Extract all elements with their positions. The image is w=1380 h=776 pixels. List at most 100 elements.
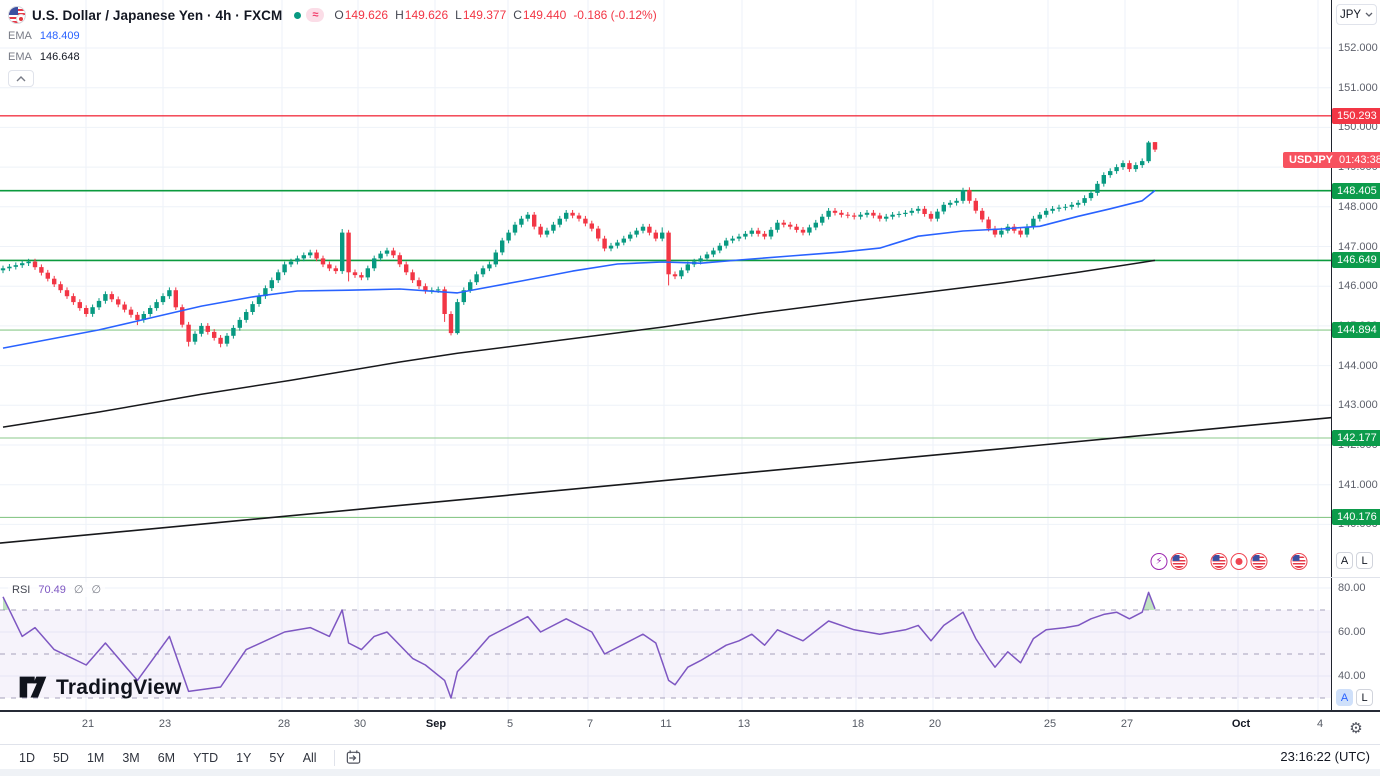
price-tick: 144.000	[1338, 360, 1378, 372]
bottom-strip	[0, 769, 1380, 776]
time-tick: 28	[277, 718, 291, 730]
rsi-empty-2: ∅	[91, 584, 102, 596]
symbol-flag-icon	[8, 6, 26, 24]
chevron-down-icon	[1365, 12, 1373, 17]
ohlc-values: O149.626 H149.626 L149.377 C149.440 -0.186 (…	[334, 8, 656, 22]
rsi-value: 70.49	[38, 583, 66, 596]
price-axis[interactable]: JPY 152.000151.000150.000149.000148.0001…	[1332, 0, 1380, 712]
ohlc-h: H149.626	[395, 8, 449, 22]
calendar-icon	[346, 750, 360, 764]
rsi-tick: 40.00	[1338, 670, 1366, 682]
auto-scale-button[interactable]: A	[1336, 552, 1353, 569]
currency-dropdown[interactable]: JPY	[1336, 4, 1377, 25]
axis-border	[1331, 0, 1332, 744]
price-tick: 141.000	[1338, 479, 1378, 491]
price-line-badge: 150.293	[1332, 108, 1380, 124]
range-button-YTD[interactable]: YTD	[193, 750, 219, 765]
watermark-text: TradingView	[56, 675, 182, 699]
ohlc-l: L149.377	[455, 8, 507, 22]
ema-slow-label: EMA	[8, 50, 32, 63]
time-tick: 20	[928, 718, 942, 730]
bar-countdown-badge: 01:43:38	[1334, 152, 1380, 168]
auto-scale-button[interactable]: A	[1336, 689, 1353, 706]
price-tick: 147.000	[1338, 241, 1378, 253]
time-axis[interactable]: 21 23 28 30 Sep 5 7 11 13 18 20 25 27 Oct 4	[0, 712, 1332, 744]
rsi-empty-1: ∅	[73, 584, 84, 596]
ema-fast-value: 148.409	[39, 29, 80, 42]
chevron-up-icon	[16, 75, 26, 81]
time-tick: 27	[1120, 718, 1134, 730]
delayed-data-badge[interactable]: ≈	[306, 8, 325, 22]
rsi-pane-separator[interactable]	[0, 710, 1380, 712]
ohlc-o: O149.626	[334, 8, 389, 22]
pane-separator[interactable]	[0, 577, 1380, 578]
price-line-badge: 140.176	[1332, 509, 1380, 525]
range-button-5Y[interactable]: 5Y	[269, 750, 285, 765]
range-button-All[interactable]: All	[302, 750, 317, 765]
price-tick: 146.000	[1338, 280, 1378, 292]
market-status-dot-icon[interactable]	[294, 11, 302, 19]
countdown-symbol-badge: USDJPY	[1283, 152, 1340, 168]
chart-legend: U.S. Dollar / Japanese Yen · 4h · FXCM ≈…	[8, 5, 657, 87]
rsi-tick: 60.00	[1338, 626, 1366, 638]
price-tick: 151.000	[1338, 82, 1378, 94]
go-to-date-button[interactable]	[345, 749, 362, 766]
economic-event-dot-icon[interactable]	[1230, 553, 1248, 570]
range-button-6M[interactable]: 6M	[157, 750, 176, 765]
currency-label: JPY	[1339, 8, 1362, 21]
symbol-row[interactable]: U.S. Dollar / Japanese Yen · 4h · FXCM ≈…	[8, 5, 657, 25]
symbol-title[interactable]: U.S. Dollar / Japanese Yen · 4h · FXCM	[32, 7, 283, 23]
time-tick: 4	[1316, 718, 1324, 730]
utc-clock[interactable]: 23:16:22 (UTC)	[1280, 749, 1370, 764]
axis-corner: ⚙	[1332, 712, 1380, 744]
price-line-badge: 148.405	[1332, 183, 1380, 199]
collapse-legend-button[interactable]	[8, 70, 34, 87]
time-tick: 30	[353, 718, 367, 730]
ema-slow-value: 146.648	[39, 50, 80, 63]
price-tick: 148.000	[1338, 201, 1378, 213]
axis-settings-gear-icon[interactable]: ⚙	[1349, 719, 1363, 737]
price-tick: 152.000	[1338, 42, 1378, 54]
price-line-badge: 146.649	[1332, 252, 1380, 268]
log-scale-button[interactable]: L	[1356, 689, 1373, 706]
time-tick: 11	[660, 718, 672, 730]
price-tick: 143.000	[1338, 399, 1378, 411]
tradingview-logo-icon	[19, 676, 47, 698]
us-flag-event-icon[interactable]	[1170, 553, 1188, 570]
time-tick: Sep	[425, 718, 447, 730]
ema-fast-row[interactable]: EMA 148.409	[8, 25, 657, 46]
rsi-title: RSI	[12, 583, 31, 596]
ohlc-c: C149.440	[513, 8, 567, 22]
us-flag-event-icon[interactable]	[1290, 553, 1308, 570]
chart-panes[interactable]	[0, 0, 1332, 712]
change-values: -0.186 (-0.12%)	[573, 8, 657, 22]
time-tick: 7	[586, 718, 594, 730]
time-tick: Oct	[1231, 718, 1251, 730]
range-button-1M[interactable]: 1M	[86, 750, 105, 765]
event-marker-row: ⚡	[0, 553, 1332, 571]
time-tick: 25	[1043, 718, 1057, 730]
us-flag-event-icon[interactable]	[1250, 553, 1268, 570]
price-line-badge: 142.177	[1332, 430, 1380, 446]
rsi-legend[interactable]: RSI 70.49 ∅ ∅	[8, 582, 106, 597]
flash-event-icon[interactable]: ⚡	[1150, 553, 1168, 570]
rsi-tick: 80.00	[1338, 582, 1366, 594]
tradingview-watermark: TradingView	[18, 674, 182, 701]
time-tick: 18	[851, 718, 865, 730]
ema-slow-row[interactable]: EMA 146.648	[8, 46, 657, 67]
us-flag-event-icon[interactable]	[1210, 553, 1228, 570]
log-scale-button[interactable]: L	[1356, 552, 1373, 569]
time-tick: 21	[81, 718, 95, 730]
range-buttons: 1D 5D 1M 3M 6M YTD 1Y 5Y All	[0, 745, 1380, 770]
price-chart[interactable]	[0, 0, 1332, 712]
ema-fast-label: EMA	[8, 29, 32, 42]
price-tick: 150.000	[1338, 121, 1378, 133]
time-tick: 13	[737, 718, 751, 730]
range-button-5D[interactable]: 5D	[52, 750, 69, 765]
range-button-1Y[interactable]: 1Y	[236, 750, 252, 765]
range-button-3M[interactable]: 3M	[122, 750, 140, 765]
range-button-1D[interactable]: 1D	[19, 750, 35, 765]
toolbar-divider	[333, 749, 335, 766]
time-tick: 5	[506, 718, 514, 730]
